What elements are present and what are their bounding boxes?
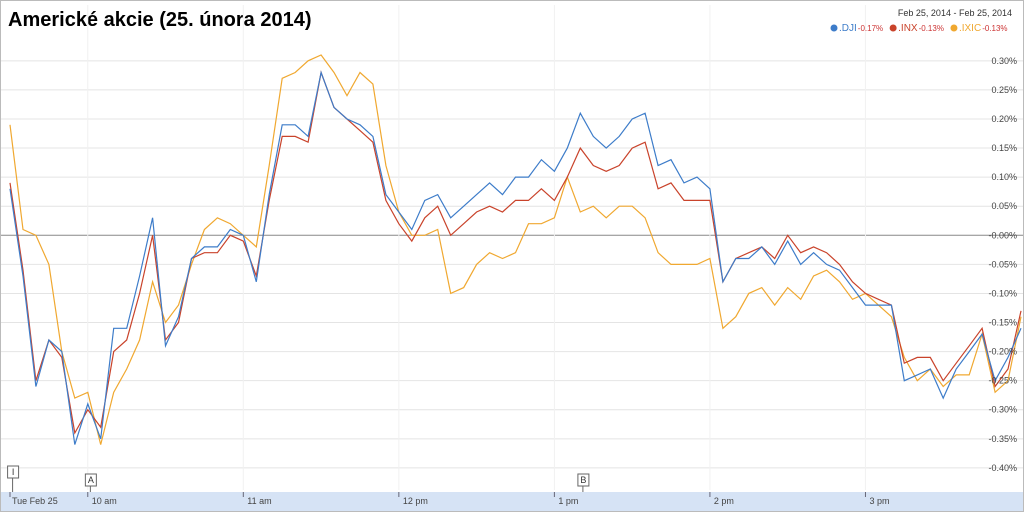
labels: 0.30% 0.25% 0.20% 0.15% 0.10% 0.05% -0.00% -0.0… [7, 23, 1017, 506]
series-line [9, 54, 1022, 445]
lines [9, 54, 1022, 445]
x-tick-label: 2 pm [714, 496, 734, 506]
flag-label: I [12, 467, 15, 477]
x-tick-label: 1 pm [558, 496, 578, 506]
legend-change: -0.13% [982, 24, 1007, 33]
x-tick-label: 3 pm [869, 496, 889, 506]
y-tick-label: -0.15% [988, 318, 1017, 328]
legend-name: .IXIC [959, 23, 981, 34]
y-tick-label: -0.05% [988, 259, 1017, 269]
y-tick-label: -0.25% [988, 376, 1017, 386]
legend-marker [950, 24, 958, 32]
y-tick-label: 0.20% [991, 114, 1017, 124]
date-range: Feb 25, 2014 - Feb 25, 2014 [898, 8, 1012, 18]
y-tick-label: -0.20% [988, 347, 1017, 357]
flag-label: B [580, 475, 586, 485]
series-line [9, 70, 1022, 445]
x-tick-label: 12 pm [403, 496, 428, 506]
legend-name: .DJI [839, 23, 857, 34]
y-tick-label: 0.05% [991, 201, 1017, 211]
x-tick-label: 11 am [247, 496, 271, 506]
legend-marker [830, 24, 838, 32]
grid [1, 5, 1023, 497]
x-axis-band [1, 492, 1023, 511]
x-tick-label: 10 am [92, 496, 117, 506]
y-tick-label: -0.40% [988, 463, 1017, 473]
legend-marker [889, 24, 897, 32]
y-tick-label: -0.35% [988, 434, 1017, 444]
y-tick-label: 0.10% [991, 172, 1017, 182]
series-line [9, 70, 1022, 435]
y-tick-label: 0.15% [991, 143, 1017, 153]
y-tick-label: -0.30% [988, 405, 1017, 415]
y-tick-label: -0.10% [988, 288, 1017, 298]
legend-name: .INX [898, 23, 918, 34]
y-tick-label: 0.25% [991, 85, 1017, 95]
flag-label: A [88, 475, 94, 485]
flag [7, 465, 20, 479]
y-tick-label: -0.00% [988, 230, 1017, 240]
x-tick-label: Tue Feb 25 [12, 496, 58, 506]
flag [84, 473, 97, 487]
legend-change: -0.17% [858, 24, 883, 33]
chart-title: Americké akcie (25. února 2014) [8, 9, 312, 31]
flag [577, 473, 590, 487]
legend-change: -0.13% [919, 24, 944, 33]
y-tick-label: 0.30% [991, 56, 1017, 66]
